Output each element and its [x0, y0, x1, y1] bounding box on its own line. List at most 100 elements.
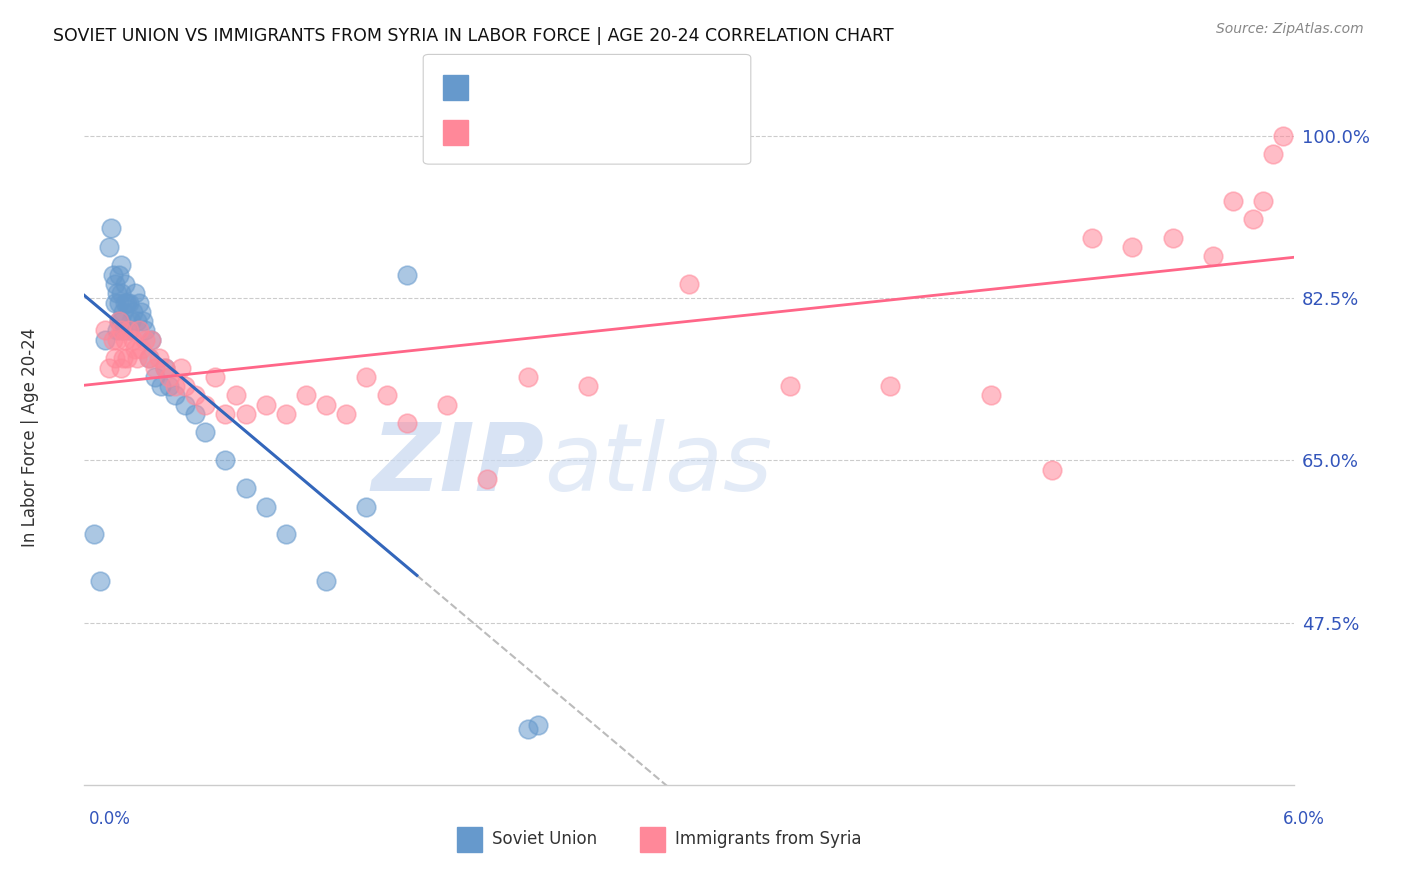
Point [157, 379, 180, 393]
Point [129, 342, 152, 356]
Text: 6.0%: 6.0% [1282, 810, 1324, 828]
Point [97, 240, 120, 254]
Point [138, 351, 160, 366]
Point [129, 305, 152, 319]
Point [516, 369, 538, 384]
Point [121, 305, 143, 319]
Point [110, 360, 132, 375]
Point [315, 398, 337, 412]
Point [235, 407, 257, 421]
Point [1253, 194, 1275, 208]
Point [120, 314, 142, 328]
Point [89, 574, 111, 588]
Text: 0.0%: 0.0% [89, 810, 131, 828]
Point [93, 333, 115, 347]
Point [110, 323, 132, 337]
Point [104, 277, 127, 291]
Point [139, 333, 162, 347]
Point [1121, 240, 1143, 254]
Point [576, 379, 599, 393]
Text: atlas: atlas [544, 419, 772, 510]
Point [124, 286, 146, 301]
Point [114, 295, 136, 310]
Point [118, 323, 141, 337]
Point [174, 379, 197, 393]
Point [114, 277, 136, 291]
Point [184, 407, 207, 421]
Point [254, 398, 277, 412]
Point [132, 314, 155, 328]
Point [115, 351, 138, 366]
Point [174, 398, 197, 412]
Point [1202, 249, 1225, 263]
Point [1272, 128, 1295, 143]
Point [104, 351, 127, 366]
Point [356, 500, 378, 514]
Point [375, 388, 398, 402]
Point [184, 388, 207, 402]
Point [1161, 230, 1184, 244]
Point [779, 379, 801, 393]
Point [139, 333, 162, 347]
Point [101, 333, 124, 347]
Point [110, 259, 132, 273]
Point [125, 314, 148, 328]
Point [124, 342, 146, 356]
Point [110, 314, 132, 328]
Point [104, 295, 127, 310]
Point [83, 527, 105, 541]
Point [214, 407, 236, 421]
Point [1241, 212, 1264, 227]
Point [295, 388, 318, 402]
Point [118, 323, 141, 337]
Point [105, 333, 128, 347]
Point [111, 305, 134, 319]
Point [980, 388, 1002, 402]
Point [204, 369, 226, 384]
Point [527, 717, 550, 731]
Point [105, 323, 128, 337]
Point [118, 295, 141, 310]
Point [194, 398, 217, 412]
Point [1040, 462, 1063, 476]
Point [274, 407, 297, 421]
Point [143, 360, 166, 375]
Point [107, 295, 129, 310]
Point [101, 268, 124, 282]
Text: In Labor Force | Age 20-24: In Labor Force | Age 20-24 [21, 327, 39, 547]
Point [111, 323, 134, 337]
Point [153, 360, 176, 375]
Point [516, 723, 538, 737]
Point [165, 379, 187, 393]
Point [111, 351, 134, 366]
Point [107, 268, 129, 282]
Point [1263, 147, 1285, 161]
Point [115, 295, 138, 310]
Point [1081, 230, 1104, 244]
Point [114, 333, 136, 347]
Point [315, 574, 337, 588]
Point [100, 221, 122, 235]
Point [125, 351, 148, 366]
Point [105, 286, 128, 301]
Point [395, 268, 418, 282]
Point [170, 360, 193, 375]
Point [121, 333, 143, 347]
Point [235, 481, 257, 495]
Point [477, 472, 499, 486]
Point [436, 398, 458, 412]
Point [1222, 194, 1244, 208]
Point [678, 277, 700, 291]
Point [134, 323, 156, 337]
Point [335, 407, 357, 421]
Point [128, 323, 150, 337]
Point [97, 360, 120, 375]
Text: R = -0.380    N = 50: R = -0.380 N = 50 [479, 78, 689, 96]
Point [225, 388, 247, 402]
Point [134, 333, 156, 347]
Point [153, 360, 176, 375]
Point [254, 500, 277, 514]
Point [395, 416, 418, 430]
Point [274, 527, 297, 541]
Point [148, 351, 170, 366]
